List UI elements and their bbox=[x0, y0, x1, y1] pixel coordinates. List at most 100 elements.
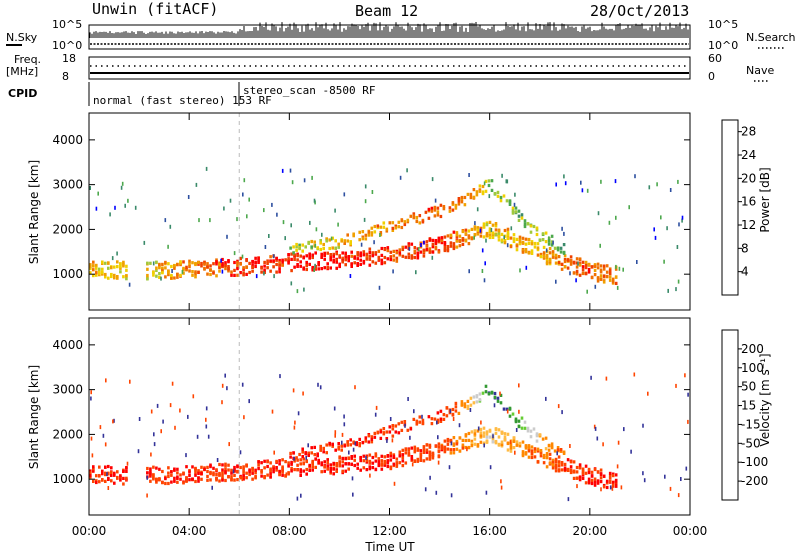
echo-cell bbox=[587, 263, 591, 267]
echo-cell bbox=[350, 262, 353, 266]
echo-cell bbox=[383, 463, 387, 467]
echo-cell bbox=[373, 230, 377, 234]
power-ylabel: Slant Range [km] bbox=[27, 160, 41, 264]
echo-cell bbox=[416, 251, 420, 255]
echo-cell bbox=[281, 470, 284, 474]
noise-cell bbox=[647, 391, 649, 396]
echo-cell bbox=[596, 266, 600, 270]
echo-cell bbox=[454, 401, 458, 405]
echo-cell bbox=[359, 456, 362, 460]
noise-cell bbox=[371, 190, 374, 194]
echo-cell bbox=[251, 269, 254, 273]
echo-cell bbox=[319, 247, 322, 252]
echo-cell bbox=[452, 230, 456, 234]
noise-cell bbox=[363, 217, 366, 222]
echo-cell bbox=[317, 267, 320, 271]
echo-cell bbox=[475, 400, 479, 404]
echo-cell bbox=[482, 434, 486, 438]
echo-cell bbox=[461, 238, 465, 242]
echo-cell bbox=[125, 268, 128, 272]
echo-cell bbox=[353, 261, 356, 265]
echo-cell bbox=[548, 457, 552, 461]
echo-cell bbox=[188, 470, 191, 474]
noise-cell bbox=[174, 425, 176, 430]
echo-cell bbox=[242, 470, 245, 474]
echo-cell bbox=[191, 261, 194, 265]
echo-cell bbox=[557, 261, 561, 265]
echo-cell bbox=[146, 466, 149, 471]
echo-cell bbox=[347, 256, 350, 260]
echo-cell bbox=[455, 245, 459, 249]
echo-cell bbox=[593, 467, 597, 472]
echo-cell bbox=[413, 450, 417, 454]
echo-cell bbox=[535, 232, 539, 237]
echo-cell bbox=[398, 461, 402, 465]
echo-cell bbox=[326, 265, 329, 270]
echo-cell bbox=[437, 455, 441, 459]
echo-cell bbox=[167, 481, 170, 486]
echo-cell bbox=[389, 458, 393, 462]
noise-cell bbox=[600, 487, 602, 492]
noise-cell bbox=[676, 245, 679, 249]
echo-cell bbox=[524, 237, 528, 241]
echo-cell bbox=[116, 265, 119, 269]
echo-cell bbox=[463, 402, 467, 406]
echo-cell bbox=[496, 399, 500, 403]
echo-cell bbox=[515, 244, 519, 248]
echo-cell bbox=[412, 417, 416, 421]
echo-cell bbox=[278, 462, 281, 466]
noise-cell bbox=[91, 453, 94, 458]
echo-cell bbox=[455, 239, 459, 243]
echo-cell bbox=[164, 477, 167, 481]
echo-cell bbox=[320, 267, 323, 271]
echo-cell bbox=[380, 253, 384, 257]
echo-cell bbox=[389, 250, 393, 254]
echo-cell bbox=[340, 444, 343, 448]
echo-cell bbox=[430, 209, 434, 213]
echo-cell bbox=[296, 468, 299, 472]
echo-cell bbox=[227, 475, 230, 479]
echo-cell bbox=[278, 459, 281, 463]
noise-cell bbox=[479, 228, 482, 233]
echo-cell bbox=[379, 436, 383, 440]
echo-cell bbox=[542, 455, 546, 460]
noise-cell bbox=[271, 202, 273, 207]
echo-cell bbox=[197, 479, 200, 483]
echo-cell bbox=[329, 463, 332, 467]
noise-cell bbox=[514, 192, 516, 197]
echo-cell bbox=[479, 440, 483, 444]
echo-cell bbox=[578, 263, 582, 267]
echo-cell bbox=[305, 267, 308, 272]
echo-cell bbox=[551, 252, 555, 257]
echo-cell bbox=[557, 460, 561, 464]
echo-cell bbox=[310, 451, 313, 455]
echo-cell bbox=[122, 262, 125, 266]
echo-cell bbox=[269, 471, 272, 475]
echo-cell bbox=[263, 264, 266, 268]
echo-cell bbox=[377, 255, 381, 259]
noise-cell bbox=[164, 218, 167, 223]
echo-cell bbox=[400, 428, 404, 432]
echo-cell bbox=[556, 448, 560, 452]
noise-cell bbox=[293, 456, 295, 461]
echo-cell bbox=[578, 475, 582, 479]
echo-cell bbox=[310, 245, 313, 249]
echo-cell bbox=[358, 437, 361, 441]
noise-cell bbox=[485, 490, 488, 495]
echo-cell bbox=[491, 231, 495, 235]
echo-cell bbox=[332, 461, 335, 465]
echo-cell bbox=[361, 237, 365, 241]
echo-cell bbox=[319, 448, 322, 452]
echo-cell bbox=[275, 256, 278, 260]
noise-cell bbox=[127, 198, 129, 203]
echo-cell bbox=[464, 445, 468, 450]
noise-cell bbox=[561, 410, 563, 415]
echo-cell bbox=[593, 264, 597, 268]
echo-cell bbox=[281, 458, 284, 462]
echo-cell bbox=[455, 442, 459, 446]
echo-cell bbox=[352, 234, 355, 238]
echo-cell bbox=[257, 260, 260, 264]
echo-cell bbox=[364, 233, 368, 237]
noise-cell bbox=[616, 285, 619, 290]
